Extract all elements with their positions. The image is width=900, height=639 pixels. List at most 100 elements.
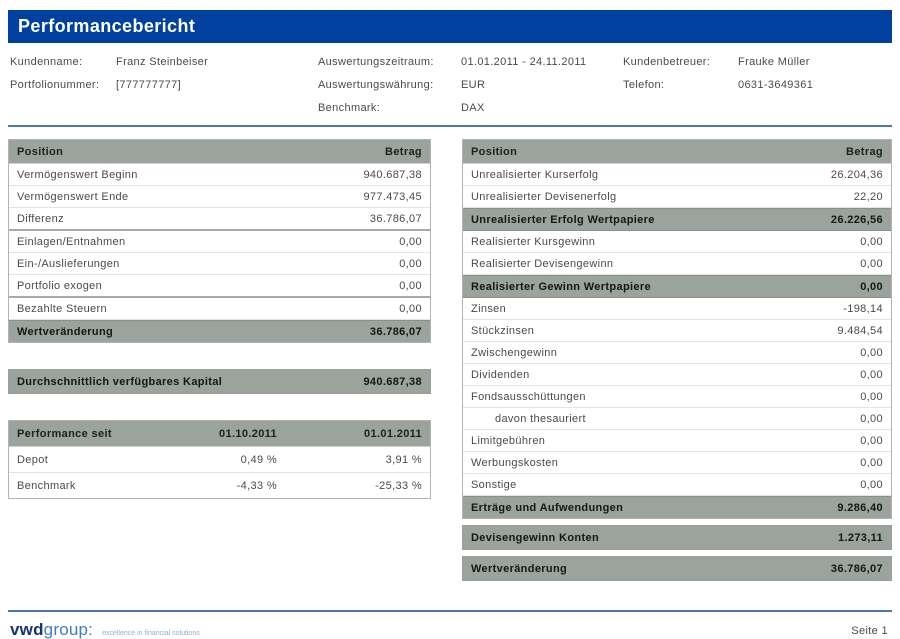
left-column: Position Betrag Vermögenswert Beginn 940… [8,139,431,581]
row-value: 26.204,36 [830,169,883,181]
row-label: Werbungskosten [471,457,559,469]
page-number: Seite 1 [851,625,888,637]
table-row: davon thesauriert 0,00 [463,408,891,430]
row-label: Zwischengewinn [471,347,558,359]
portfolionummer-value: [777777777] [116,79,182,91]
row-label: Benchmark [17,480,76,492]
table-row: Differenz 36.786,07 [9,208,430,231]
table-summary-row: Erträge und Aufwendungen 9.286,40 [463,496,891,518]
row-value: 36.786,07 [830,563,883,575]
row-label: Stückzinsen [471,325,535,337]
kundenbetreuer-value: Frauke Müller [738,56,810,68]
row-value: 1.273,11 [837,532,883,544]
table-row: Stückzinsen 9.484,54 [463,320,891,342]
row-label: Ein-/Auslieferungen [17,258,120,270]
telefon-value: 0631-3649361 [738,79,814,91]
auswertungszeitraum-label: Auswertungszeitraum: [318,56,434,68]
row-value: 0,00 [399,280,422,292]
row-value: -25,33 % [375,480,422,492]
auswertungswaehrung-value: EUR [461,79,486,91]
row-value: 0,00 [860,457,883,469]
page-title: Performancebericht [8,10,892,43]
row-label: Bezahlte Steuern [17,303,107,315]
vwd-group-logo: vwd group: excellence in financial soluti… [10,620,200,639]
table-row: Dividenden 0,00 [463,364,891,386]
row-label: Realisierter Devisengewinn [471,258,614,270]
column-header-position: Position [17,146,64,158]
row-label: Sonstige [471,479,517,491]
row-label: Vermögenswert Ende [17,191,129,203]
kundenname-label: Kundenname: [10,56,83,68]
row-value: 36.786,07 [369,326,422,338]
earnings-table: Position Betrag Unrealisierter Kurserfol… [462,139,892,519]
table-row: Realisierter Devisengewinn 0,00 [463,253,891,275]
table-row: Vermögenswert Ende 977.473,45 [9,186,430,208]
table-row: Sonstige 0,00 [463,474,891,496]
performance-table: Performance seit 01.10.2011 01.01.2011 D… [8,420,431,499]
row-value: 0,00 [860,347,883,359]
table-header: Performance seit 01.10.2011 01.01.2011 [9,421,430,447]
row-label: Unrealisierter Devisenerfolg [471,191,617,203]
portfolionummer-label: Portfolionummer: [10,79,100,91]
kundenname-value: Franz Steinbeiser [116,56,209,68]
kundenbetreuer-label: Kundenbetreuer: [623,56,711,68]
row-label: Realisierter Kursgewinn [471,236,596,248]
row-label: Erträge und Aufwendungen [471,502,624,514]
right-column: Position Betrag Unrealisierter Kurserfol… [462,139,892,581]
row-label: Devisengewinn Konten [471,532,600,544]
table-summary-row: Unrealisierter Erfolg Wertpapiere 26.226… [463,208,891,231]
footer-divider [8,610,892,612]
logo-tagline: excellence in financial solutions [102,630,200,637]
row-value: -4,33 % [236,480,277,492]
telefon-label: Telefon: [623,79,665,91]
row-value: 22,20 [853,191,883,203]
row-value: 940.687,38 [363,169,422,181]
row-value: 940.687,38 [363,376,422,388]
row-label: Depot [17,454,49,466]
table-header: Position Betrag [9,140,430,164]
row-label: Vermögenswert Beginn [17,169,138,181]
row-value: 0,00 [860,281,883,293]
avg-capital-bar: Durchschnittlich verfügbares Kapital 940… [8,369,431,394]
table-row: Fondsausschüttungen 0,00 [463,386,891,408]
row-value: 36.786,07 [369,213,422,225]
row-value: 0,00 [860,413,883,425]
logo-text-vwd: vwd [10,620,44,639]
row-label: Dividenden [471,369,530,381]
report-page: Performancebericht Kundenname: Franz Ste… [0,10,900,639]
row-value: 0,00 [399,258,422,270]
row-label: Zinsen [471,303,507,315]
table-row: Limitgebühren 0,00 [463,430,891,452]
header-divider [8,125,892,127]
row-value: 0,49 % [240,454,277,466]
row-label: Realisierter Gewinn Wertpapiere [471,281,651,293]
row-value: 9.286,40 [837,502,883,514]
auswertungswaehrung-label: Auswertungswährung: [318,79,434,91]
row-label: Unrealisierter Kurserfolg [471,169,599,181]
table-summary-row: Wertveränderung 36.786,07 [9,320,430,342]
table-summary-row: Realisierter Gewinn Wertpapiere 0,00 [463,275,891,298]
row-value: 26.226,56 [830,214,883,226]
column-header-position: Position [471,146,518,158]
row-value: 0,00 [860,258,883,270]
table-row: Zwischengewinn 0,00 [463,342,891,364]
customer-info-header: Kundenname: Franz Steinbeiser Auswertung… [8,43,892,122]
table-row: Unrealisierter Kurserfolg 26.204,36 [463,164,891,186]
table-row: Werbungskosten 0,00 [463,452,891,474]
row-label: Differenz [17,213,64,225]
table-row: Bezahlte Steuern 0,00 [9,298,430,320]
column-header-date1: 01.10.2011 [219,428,277,440]
logo-text-group: group: [43,620,94,639]
asset-value-table: Position Betrag Vermögenswert Beginn 940… [8,139,431,343]
row-value: 9.484,54 [837,325,883,337]
table-row: Benchmark -4,33 % -25,33 % [9,473,430,498]
auswertungszeitraum-value: 01.01.2011 - 24.11.2011 [461,56,587,68]
table-header: Position Betrag [463,140,891,164]
column-header-performance: Performance seit [17,428,112,440]
column-header-betrag: Betrag [846,146,883,158]
row-value: 0,00 [860,479,883,491]
table-row: Ein-/Auslieferungen 0,00 [9,253,430,275]
table-row: Einlagen/Entnahmen 0,00 [9,231,430,253]
table-row: Zinsen -198,14 [463,298,891,320]
column-header-betrag: Betrag [385,146,422,158]
